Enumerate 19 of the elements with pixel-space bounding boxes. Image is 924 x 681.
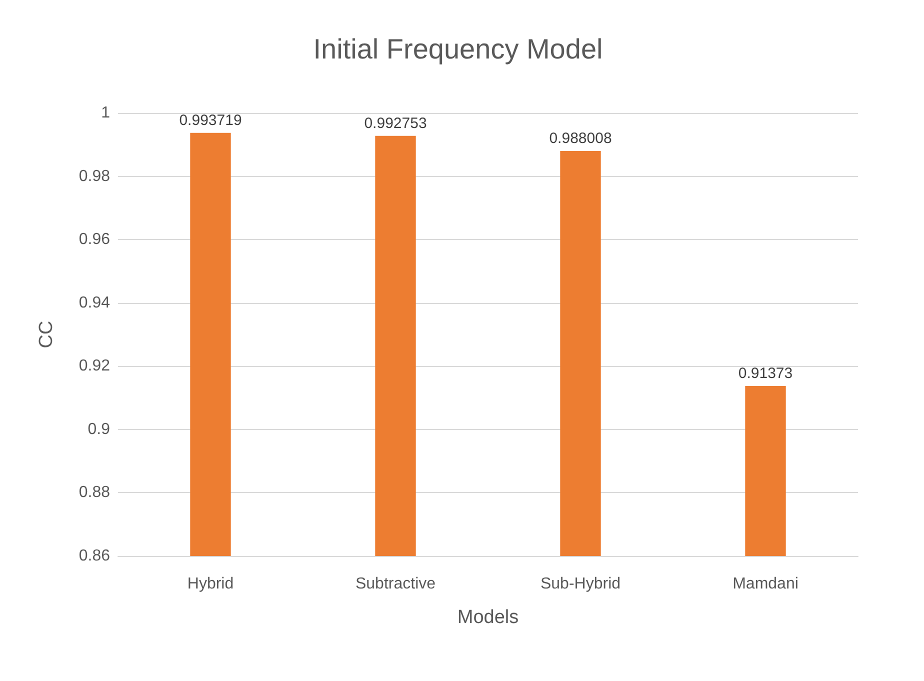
x-tick-label: Mamdani bbox=[732, 576, 798, 592]
y-tick-label: 0.9 bbox=[88, 420, 110, 438]
x-axis-title: Models bbox=[457, 607, 519, 628]
y-tick-label: 0.94 bbox=[78, 294, 110, 312]
x-tick-label: Sub-Hybrid bbox=[540, 576, 621, 592]
y-tick-label: 0.98 bbox=[78, 168, 110, 185]
y-tick-label: 0.92 bbox=[78, 358, 110, 375]
x-tick-label: Hybrid bbox=[187, 576, 234, 592]
y-tick-label: 1 bbox=[101, 104, 110, 122]
data-label: 0.988008 bbox=[549, 130, 612, 147]
y-tick-label: 0.86 bbox=[78, 548, 110, 564]
data-label: 0.91373 bbox=[738, 364, 793, 382]
chart-title: Initial Frequency Model bbox=[313, 34, 603, 64]
y-axis-title: CC bbox=[36, 320, 57, 348]
x-tick-label: Subtractive bbox=[355, 576, 436, 592]
y-tick-label: 0.96 bbox=[78, 231, 110, 248]
data-label: 0.992753 bbox=[364, 114, 427, 132]
data-label: 0.993719 bbox=[179, 112, 242, 129]
y-tick-label: 0.88 bbox=[78, 484, 110, 502]
